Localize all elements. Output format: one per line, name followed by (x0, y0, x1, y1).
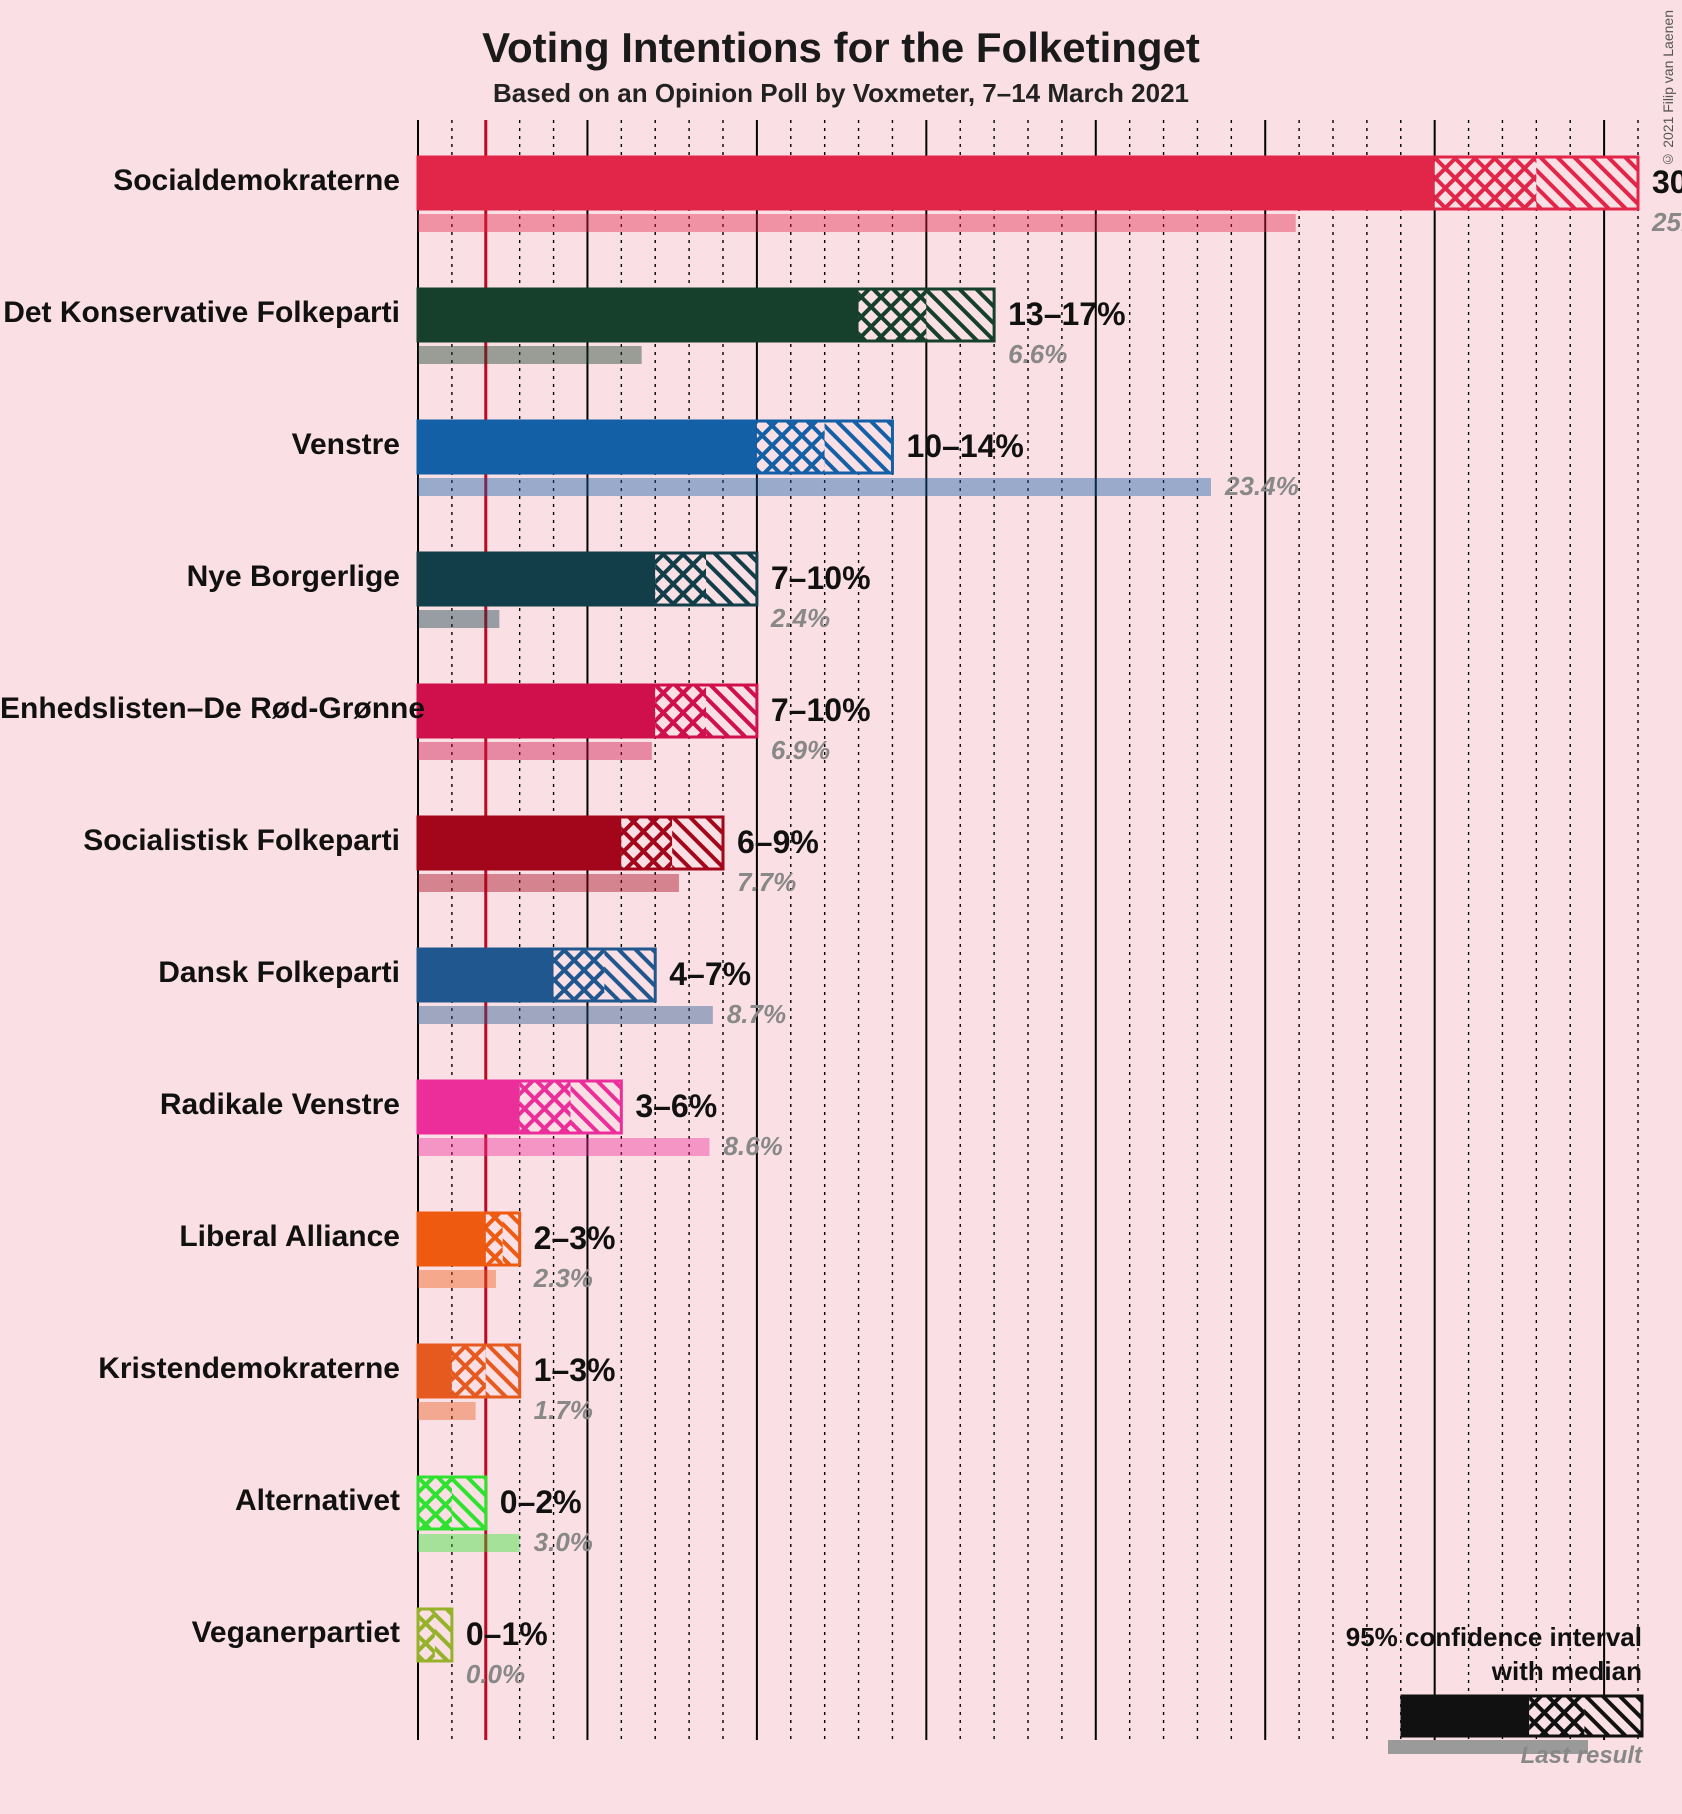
bar-crosshatch (1435, 157, 1537, 209)
bar-solid (418, 817, 621, 869)
chart-subtitle: Based on an Opinion Poll by Voxmeter, 7–… (0, 78, 1682, 109)
bar-solid (418, 1081, 520, 1133)
legend-title-line2: with median (1492, 1656, 1642, 1687)
range-label: 6–9% (737, 824, 819, 861)
last-result-bar (418, 742, 652, 760)
range-label: 4–7% (669, 956, 751, 993)
bar-diagonal (503, 1213, 520, 1265)
bar-diagonal (926, 289, 994, 341)
range-label: 0–2% (500, 1484, 582, 1521)
last-result-label: 25.9% (1652, 207, 1682, 238)
last-result-label: 7.7% (737, 867, 796, 898)
range-label: 0–1% (466, 1616, 548, 1653)
bar-diagonal (706, 685, 757, 737)
last-result-label: 2.3% (534, 1263, 593, 1294)
last-result-bar (418, 478, 1211, 496)
range-label: 2–3% (534, 1220, 616, 1257)
last-result-label: 8.7% (727, 999, 786, 1030)
legend-last-label: Last result (1521, 1742, 1642, 1770)
last-result-label: 2.4% (771, 603, 830, 634)
last-result-label: 8.6% (723, 1131, 782, 1162)
bar-solid (418, 1213, 486, 1265)
legend-bar-diagonal (1584, 1696, 1642, 1736)
last-result-bar (418, 1006, 713, 1024)
chart-root: Socialdemokraterne 30–36% 25.9% Det Konserv… (0, 0, 1682, 1814)
copyright: © 2021 Filip van Laenen (1660, 10, 1676, 168)
party-label: Det Konservative Folkeparti (0, 296, 400, 330)
bar-crosshatch (621, 817, 672, 869)
last-result-label: 0.0% (466, 1659, 525, 1690)
bar-diagonal (435, 1609, 452, 1661)
bar-solid (418, 1345, 452, 1397)
party-label: Veganerpartiet (0, 1616, 400, 1650)
last-result-label: 6.9% (771, 735, 830, 766)
bar-solid (418, 289, 859, 341)
party-label: Nye Borgerlige (0, 560, 400, 594)
legend-bar-crosshatch (1529, 1696, 1584, 1736)
chart-title: Voting Intentions for the Folketinget (0, 24, 1682, 72)
bar-crosshatch (486, 1213, 503, 1265)
bar-crosshatch (655, 553, 706, 605)
last-result-bar (418, 874, 679, 892)
bar-crosshatch (757, 421, 825, 473)
bar-diagonal (452, 1477, 486, 1529)
bar-solid (418, 553, 655, 605)
last-result-bar (418, 214, 1296, 232)
range-label: 7–10% (771, 692, 871, 729)
chart-svg (0, 0, 1682, 1814)
bar-diagonal (1536, 157, 1638, 209)
party-label: Liberal Alliance (0, 1220, 400, 1254)
bar-diagonal (571, 1081, 622, 1133)
bar-diagonal (486, 1345, 520, 1397)
last-result-bar (418, 1138, 709, 1156)
bar-crosshatch (859, 289, 927, 341)
party-label: Alternativet (0, 1484, 400, 1518)
bar-crosshatch (655, 685, 706, 737)
legend-bar-solid (1402, 1696, 1529, 1736)
last-result-bar (418, 610, 499, 628)
bar-crosshatch (520, 1081, 571, 1133)
last-result-label: 1.7% (534, 1395, 593, 1426)
bar-diagonal (825, 421, 893, 473)
party-label: Socialdemokraterne (0, 164, 400, 198)
last-result-bar (418, 1402, 476, 1420)
party-label: Enhedslisten–De Rød-Grønne (0, 692, 400, 726)
range-label: 10–14% (906, 428, 1023, 465)
range-label: 1–3% (534, 1352, 616, 1389)
party-label: Kristendemokraterne (0, 1352, 400, 1386)
bar-crosshatch (418, 1477, 452, 1529)
bar-crosshatch (452, 1345, 486, 1397)
party-label: Venstre (0, 428, 400, 462)
last-result-bar (418, 1270, 496, 1288)
range-label: 3–6% (635, 1088, 717, 1125)
bar-diagonal (672, 817, 723, 869)
bar-solid (418, 421, 757, 473)
party-label: Dansk Folkeparti (0, 956, 400, 990)
party-label: Radikale Venstre (0, 1088, 400, 1122)
bar-crosshatch (554, 949, 605, 1001)
bar-solid (418, 685, 655, 737)
last-result-bar (418, 1534, 520, 1552)
last-result-bar (418, 346, 642, 364)
bar-diagonal (706, 553, 757, 605)
bar-solid (418, 949, 554, 1001)
range-label: 30–36% (1652, 164, 1682, 201)
bar-crosshatch (418, 1609, 435, 1661)
range-label: 7–10% (771, 560, 871, 597)
legend-title-line1: 95% confidence interval (1346, 1622, 1642, 1653)
last-result-label: 3.0% (534, 1527, 593, 1558)
range-label: 13–17% (1008, 296, 1125, 333)
bar-diagonal (604, 949, 655, 1001)
last-result-label: 6.6% (1008, 339, 1067, 370)
party-label: Socialistisk Folkeparti (0, 824, 400, 858)
bar-solid (418, 157, 1435, 209)
last-result-label: 23.4% (1225, 471, 1299, 502)
